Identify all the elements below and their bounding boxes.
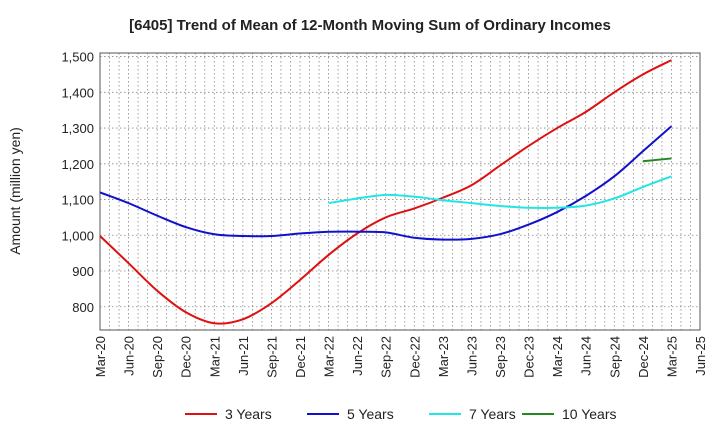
y-tick-label: 900 bbox=[72, 264, 94, 279]
x-tick-label: Mar-22 bbox=[322, 336, 337, 377]
x-tick-label: Sep-24 bbox=[607, 336, 622, 378]
legend-label-3-years: 3 Years bbox=[225, 406, 272, 422]
x-tick-label: Dec-22 bbox=[407, 336, 422, 378]
x-tick-label: Mar-21 bbox=[207, 336, 222, 377]
x-tick-label: Dec-20 bbox=[179, 336, 194, 378]
x-tick-label: Jun-21 bbox=[236, 336, 251, 376]
x-tick-label: Mar-20 bbox=[93, 336, 108, 377]
x-tick-label: Jun-22 bbox=[350, 336, 365, 376]
legend: 3 Years 5 Years 7 Years 10 Years bbox=[185, 406, 617, 422]
x-tick-label: Sep-20 bbox=[150, 336, 165, 378]
x-tick-label: Sep-21 bbox=[264, 336, 279, 378]
y-tick-labels: 800 900 1,000 1,100 1,200 1,300 1,400 1,500 bbox=[61, 50, 94, 315]
x-tick-label: Jun-25 bbox=[693, 336, 708, 376]
y-axis-label: Amount (million yen) bbox=[7, 127, 23, 255]
x-tick-label: Mar-23 bbox=[436, 336, 451, 377]
x-tick-label: Jun-20 bbox=[122, 336, 137, 376]
series-line-3-years bbox=[99, 59, 672, 325]
legend-label-7-years: 7 Years bbox=[469, 406, 516, 422]
y-tick-label: 1,200 bbox=[61, 157, 94, 172]
x-tick-labels: Mar-20 Jun-20 Sep-20 Dec-20 Mar-21 Jun-21 Sep-… bbox=[93, 336, 708, 378]
x-tick-label: Sep-23 bbox=[493, 336, 508, 378]
chart-title: [6405] Trend of Mean of 12-Month Moving … bbox=[129, 17, 611, 34]
series-line-10-years bbox=[642, 157, 672, 163]
y-tick-label: 1,500 bbox=[61, 50, 94, 65]
x-tick-label: Jun-24 bbox=[579, 336, 594, 376]
plot-area bbox=[99, 52, 701, 331]
series-line-7-years bbox=[328, 175, 672, 210]
series-line-5-years bbox=[99, 125, 673, 241]
x-tick-label: Mar-24 bbox=[550, 336, 565, 377]
y-tick-label: 800 bbox=[72, 300, 94, 315]
y-tick-label: 1,100 bbox=[61, 193, 94, 208]
x-tick-label: Jun-23 bbox=[464, 336, 479, 376]
y-tick-label: 1,000 bbox=[61, 228, 94, 243]
x-tick-label: Dec-21 bbox=[293, 336, 308, 378]
legend-label-5-years: 5 Years bbox=[347, 406, 394, 422]
y-tick-label: 1,300 bbox=[61, 121, 94, 136]
legend-label-10-years: 10 Years bbox=[562, 406, 617, 422]
x-tick-label: Dec-24 bbox=[636, 336, 651, 378]
y-tick-label: 1,400 bbox=[61, 85, 94, 100]
x-tick-label: Sep-22 bbox=[379, 336, 394, 378]
x-tick-label: Mar-25 bbox=[664, 336, 679, 377]
series-layer bbox=[99, 59, 673, 325]
x-tick-label: Dec-23 bbox=[522, 336, 537, 378]
